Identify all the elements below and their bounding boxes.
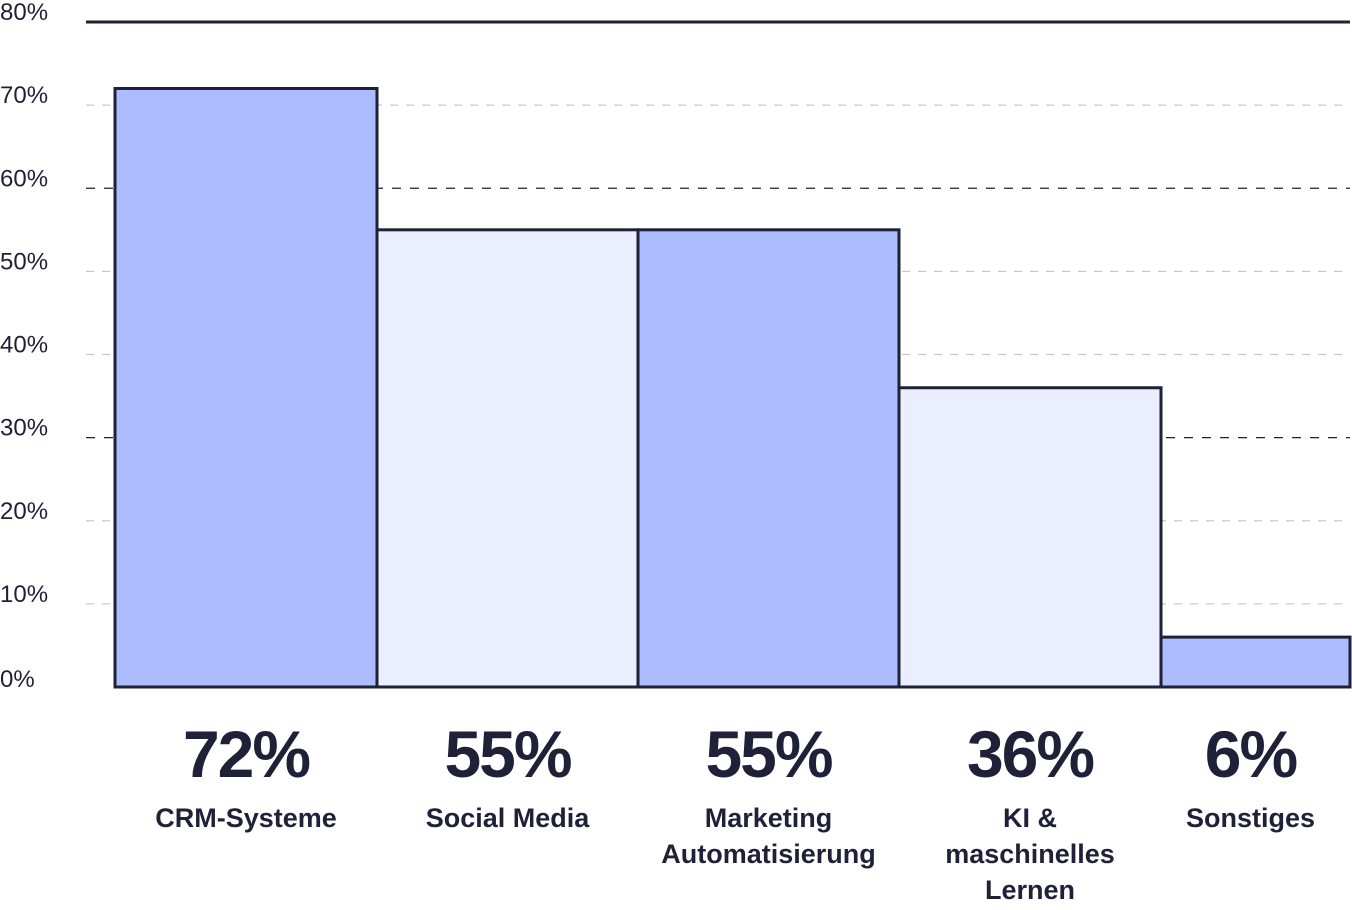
y-tick-label: 50% <box>0 248 48 275</box>
category-label: Automatisierung <box>661 839 876 869</box>
value-label: 72% <box>183 717 309 791</box>
bar <box>375 228 640 689</box>
value-label: 36% <box>967 717 1093 791</box>
y-tick-label: 0% <box>0 666 35 693</box>
y-tick-label: 10% <box>0 581 48 608</box>
value-label: 55% <box>705 717 831 791</box>
bar <box>1159 635 1352 689</box>
y-tick-label: 70% <box>0 82 48 109</box>
y-tick-label: 20% <box>0 498 48 525</box>
y-tick-label: 80% <box>0 0 48 26</box>
category-label: Social Media <box>426 803 591 833</box>
category-label: KI & <box>1003 803 1057 833</box>
category-label: maschinelles <box>945 839 1115 869</box>
value-label: 6% <box>1205 717 1297 791</box>
bar <box>636 228 901 689</box>
y-tick-label: 30% <box>0 415 48 442</box>
bar <box>113 87 379 689</box>
category-label: Lernen <box>985 875 1075 905</box>
category-label: Sonstiges <box>1186 803 1315 833</box>
y-tick-label: 40% <box>0 332 48 359</box>
category-label: Marketing <box>705 803 833 833</box>
bar <box>897 386 1163 689</box>
value-label: 55% <box>444 717 570 791</box>
y-tick-label: 60% <box>0 165 48 192</box>
category-label: CRM-Systeme <box>155 803 337 833</box>
